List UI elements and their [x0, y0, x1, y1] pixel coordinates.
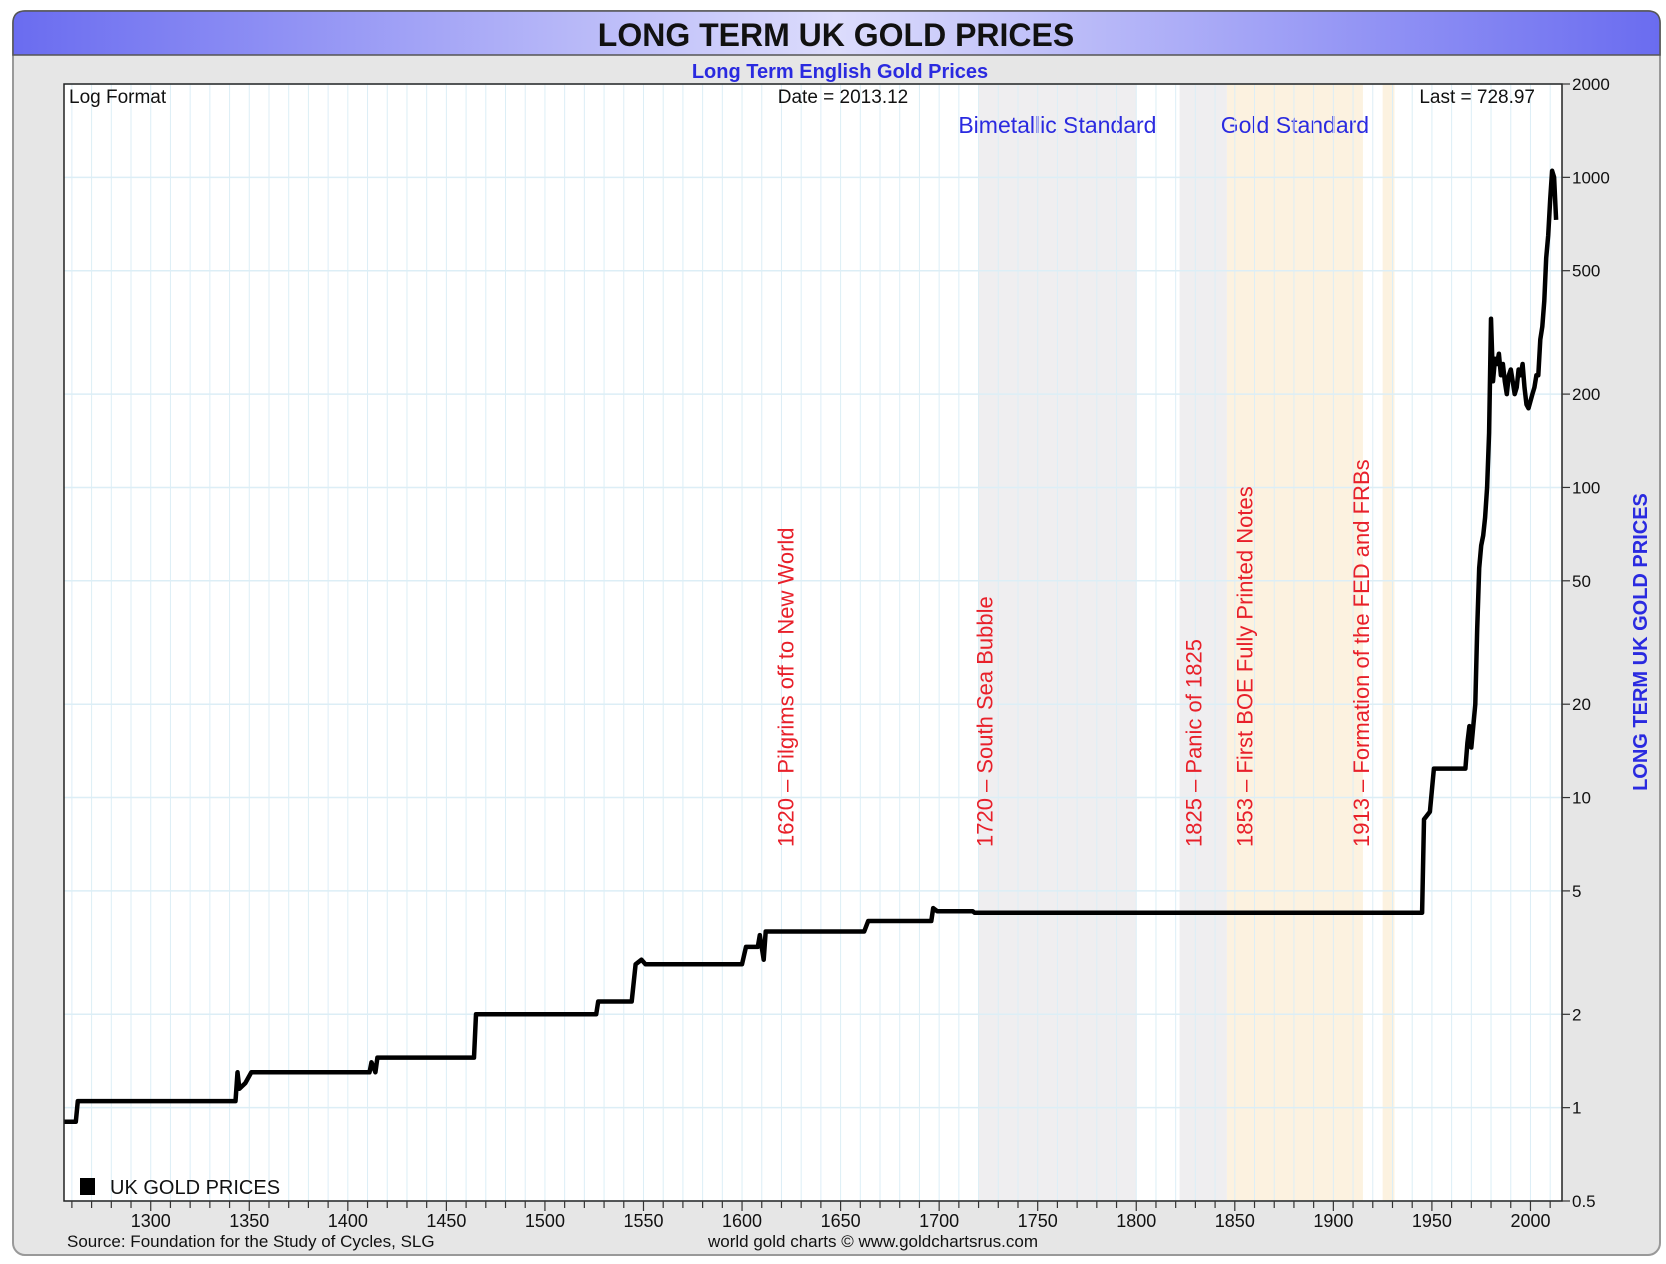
y-tick-label: 1000 [1572, 168, 1610, 187]
y-tick-label: 2 [1572, 1005, 1581, 1024]
series-line-uk-gold-prices [64, 168, 1559, 1125]
title-bar [12, 10, 1661, 56]
y-tick-label: 200 [1572, 385, 1600, 404]
y-tick-label: 5 [1572, 882, 1581, 901]
x-tick-label: 2000 [1510, 1211, 1550, 1231]
y-tick-label: 10 [1572, 789, 1591, 808]
log-format-label: Log Format [69, 87, 167, 108]
y-tick-label: 2000 [1572, 75, 1610, 94]
x-tick-label: 1900 [1313, 1211, 1353, 1231]
x-tick-label: 1800 [1116, 1211, 1156, 1231]
x-tick-label: 1750 [1018, 1211, 1058, 1231]
annotation-label: 1825 – Panic of 1825 [1181, 639, 1206, 847]
legend-label: UK GOLD PRICES [110, 1177, 280, 1199]
y-tick-label: 50 [1572, 572, 1591, 591]
chart-title: LONG TERM UK GOLD PRICES [598, 17, 1074, 53]
last-value-label: Last = 728.97 [1419, 87, 1535, 108]
y-tick-label: 100 [1572, 478, 1600, 497]
annotation-label: 1853 – First BOE Fully Printed Notes [1233, 486, 1258, 847]
y-tick-label: 20 [1572, 695, 1591, 714]
x-tick-label: 1600 [722, 1211, 762, 1231]
x-tick-label: 1300 [131, 1211, 171, 1231]
x-tick-label: 1850 [1215, 1211, 1255, 1231]
y-tick-label: 500 [1572, 262, 1600, 281]
y-tick-label: 0.5 [1572, 1192, 1596, 1211]
band-label-2: Gold Standard [1221, 112, 1369, 138]
source-note: Source: Foundation for the Study of Cycl… [67, 1232, 435, 1251]
chart-subtitle: Long Term English Gold Prices [692, 61, 988, 83]
y-tick-label: 1 [1572, 1099, 1581, 1118]
x-tick-label: 1400 [328, 1211, 368, 1231]
x-tick-label: 1550 [623, 1211, 663, 1231]
annotation-label: 1620 – Pilgrims off to New World [773, 527, 798, 847]
legend-swatch [80, 1178, 95, 1195]
x-tick-label: 1700 [919, 1211, 959, 1231]
plot-border [63, 83, 1563, 1202]
x-tick-label: 1450 [426, 1211, 466, 1231]
x-tick-label: 1350 [229, 1211, 269, 1231]
annotation-label: 1913 – Formation of the FED and FRBs [1349, 459, 1374, 847]
date-label: Date = 2013.12 [778, 87, 908, 108]
x-tick-label: 1650 [821, 1211, 861, 1231]
annotation-label: 1720 – South Sea Bubble [972, 596, 997, 847]
credit-note: world gold charts © www.goldchartsrus.co… [707, 1232, 1038, 1251]
x-tick-label: 1500 [525, 1211, 565, 1231]
x-tick-label: 1950 [1412, 1211, 1452, 1231]
band-3 [1382, 84, 1395, 1201]
y-axis-title: LONG TERM UK GOLD PRICES [1630, 493, 1652, 791]
